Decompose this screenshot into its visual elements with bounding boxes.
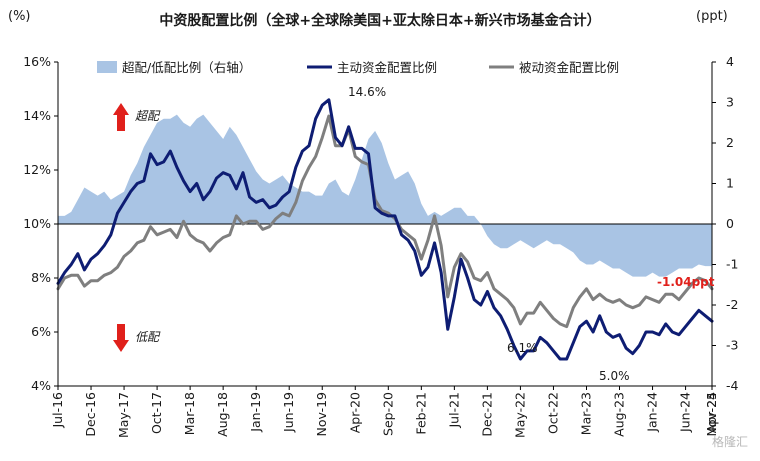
x-tick-label: Feb-21 bbox=[413, 392, 428, 435]
area-fill bbox=[58, 114, 712, 277]
latest-overweight-label: -1.04ppt bbox=[657, 275, 715, 289]
line-series-passive bbox=[56, 114, 714, 329]
right-axis-unit: (ppt) bbox=[696, 9, 728, 24]
x-tick-label: Mar-18 bbox=[182, 392, 197, 435]
left-tick-label: 16% bbox=[23, 54, 51, 69]
x-tick-label: Sep-20 bbox=[380, 392, 395, 436]
underweight-indicator: 低配 bbox=[113, 324, 161, 352]
right-tick-label: 2 bbox=[726, 135, 734, 150]
x-tick-label: Jul-21 bbox=[446, 392, 461, 429]
trough-oct22-label: 6.1% bbox=[507, 341, 538, 355]
x-tick-label: Jan-19 bbox=[248, 392, 263, 433]
legend: 超配/低配比例（右轴） 主动资金配置比例 被动资金配置比例 bbox=[97, 60, 619, 75]
axes bbox=[54, 61, 716, 390]
x-tick-label: Nov-19 bbox=[314, 392, 329, 437]
overweight-indicator: 超配 bbox=[113, 103, 161, 131]
x-tick-label: Apr-25 bbox=[704, 392, 719, 433]
line-passive bbox=[56, 114, 714, 329]
legend-label-area: 超配/低配比例（右轴） bbox=[122, 60, 251, 75]
watermark: 格隆汇 bbox=[712, 434, 748, 449]
tick-labels: 4% 6% 8% 10% 12% 14% 16% -4 -3 -2 -1 0 1 2 3 4 Jul-16 Dec… bbox=[23, 54, 738, 438]
right-tick-label: 1 bbox=[726, 176, 734, 191]
x-tick-label: May-22 bbox=[512, 392, 527, 438]
underweight-label: 低配 bbox=[135, 330, 161, 344]
peak-value-label: 14.6% bbox=[348, 85, 386, 99]
up-arrow-icon bbox=[113, 103, 129, 131]
right-tick-label: -4 bbox=[726, 378, 739, 393]
overweight-label: 超配 bbox=[135, 109, 161, 123]
x-tick-label: Dec-16 bbox=[83, 392, 98, 437]
left-tick-label: 12% bbox=[23, 162, 51, 177]
x-tick-label: Oct-17 bbox=[149, 392, 164, 434]
x-tick-label: Aug-18 bbox=[215, 392, 230, 437]
down-arrow-icon bbox=[113, 324, 129, 352]
right-tick-label: 0 bbox=[726, 216, 734, 231]
area-series-overweight bbox=[58, 114, 712, 277]
legend-label-passive: 被动资金配置比例 bbox=[519, 60, 619, 75]
right-tick-label: 3 bbox=[726, 95, 734, 110]
left-tick-label: 4% bbox=[31, 378, 51, 393]
x-tick-label: Jul-16 bbox=[50, 392, 65, 429]
x-tick-label: Aug-23 bbox=[612, 392, 627, 437]
left-axis-unit: (%) bbox=[8, 9, 31, 24]
left-tick-label: 6% bbox=[31, 324, 51, 339]
right-tick-label: 4 bbox=[726, 54, 734, 69]
legend-swatch-area bbox=[97, 61, 117, 73]
left-tick-label: 14% bbox=[23, 108, 51, 123]
x-tick-label: Mar-23 bbox=[578, 392, 593, 435]
right-tick-label: -3 bbox=[726, 338, 738, 353]
x-tick-label: Jun-19 bbox=[281, 392, 296, 433]
right-tick-label: -2 bbox=[726, 297, 738, 312]
legend-label-active: 主动资金配置比例 bbox=[337, 60, 437, 75]
trough-jan24-label: 5.0% bbox=[599, 369, 630, 383]
left-tick-label: 10% bbox=[23, 216, 51, 231]
x-tick-label: Nov-24 bbox=[704, 392, 719, 437]
line-series-active bbox=[56, 98, 714, 361]
chart-title: 中资股配置比例（全球+全球除美国+亚太除日本+新兴市场基金合计） bbox=[159, 12, 600, 29]
x-tick-label: Oct-22 bbox=[545, 392, 560, 434]
line-active bbox=[56, 98, 714, 361]
left-tick-label: 8% bbox=[31, 270, 51, 285]
right-tick-label: -1 bbox=[726, 257, 738, 272]
x-tick-label: May-17 bbox=[116, 392, 131, 438]
x-tick-label: Dec-21 bbox=[479, 392, 494, 437]
x-tick-label: Jun-24 bbox=[678, 392, 693, 433]
x-tick-label: Jan-24 bbox=[645, 392, 660, 433]
x-tick-label: Apr-20 bbox=[347, 392, 362, 433]
